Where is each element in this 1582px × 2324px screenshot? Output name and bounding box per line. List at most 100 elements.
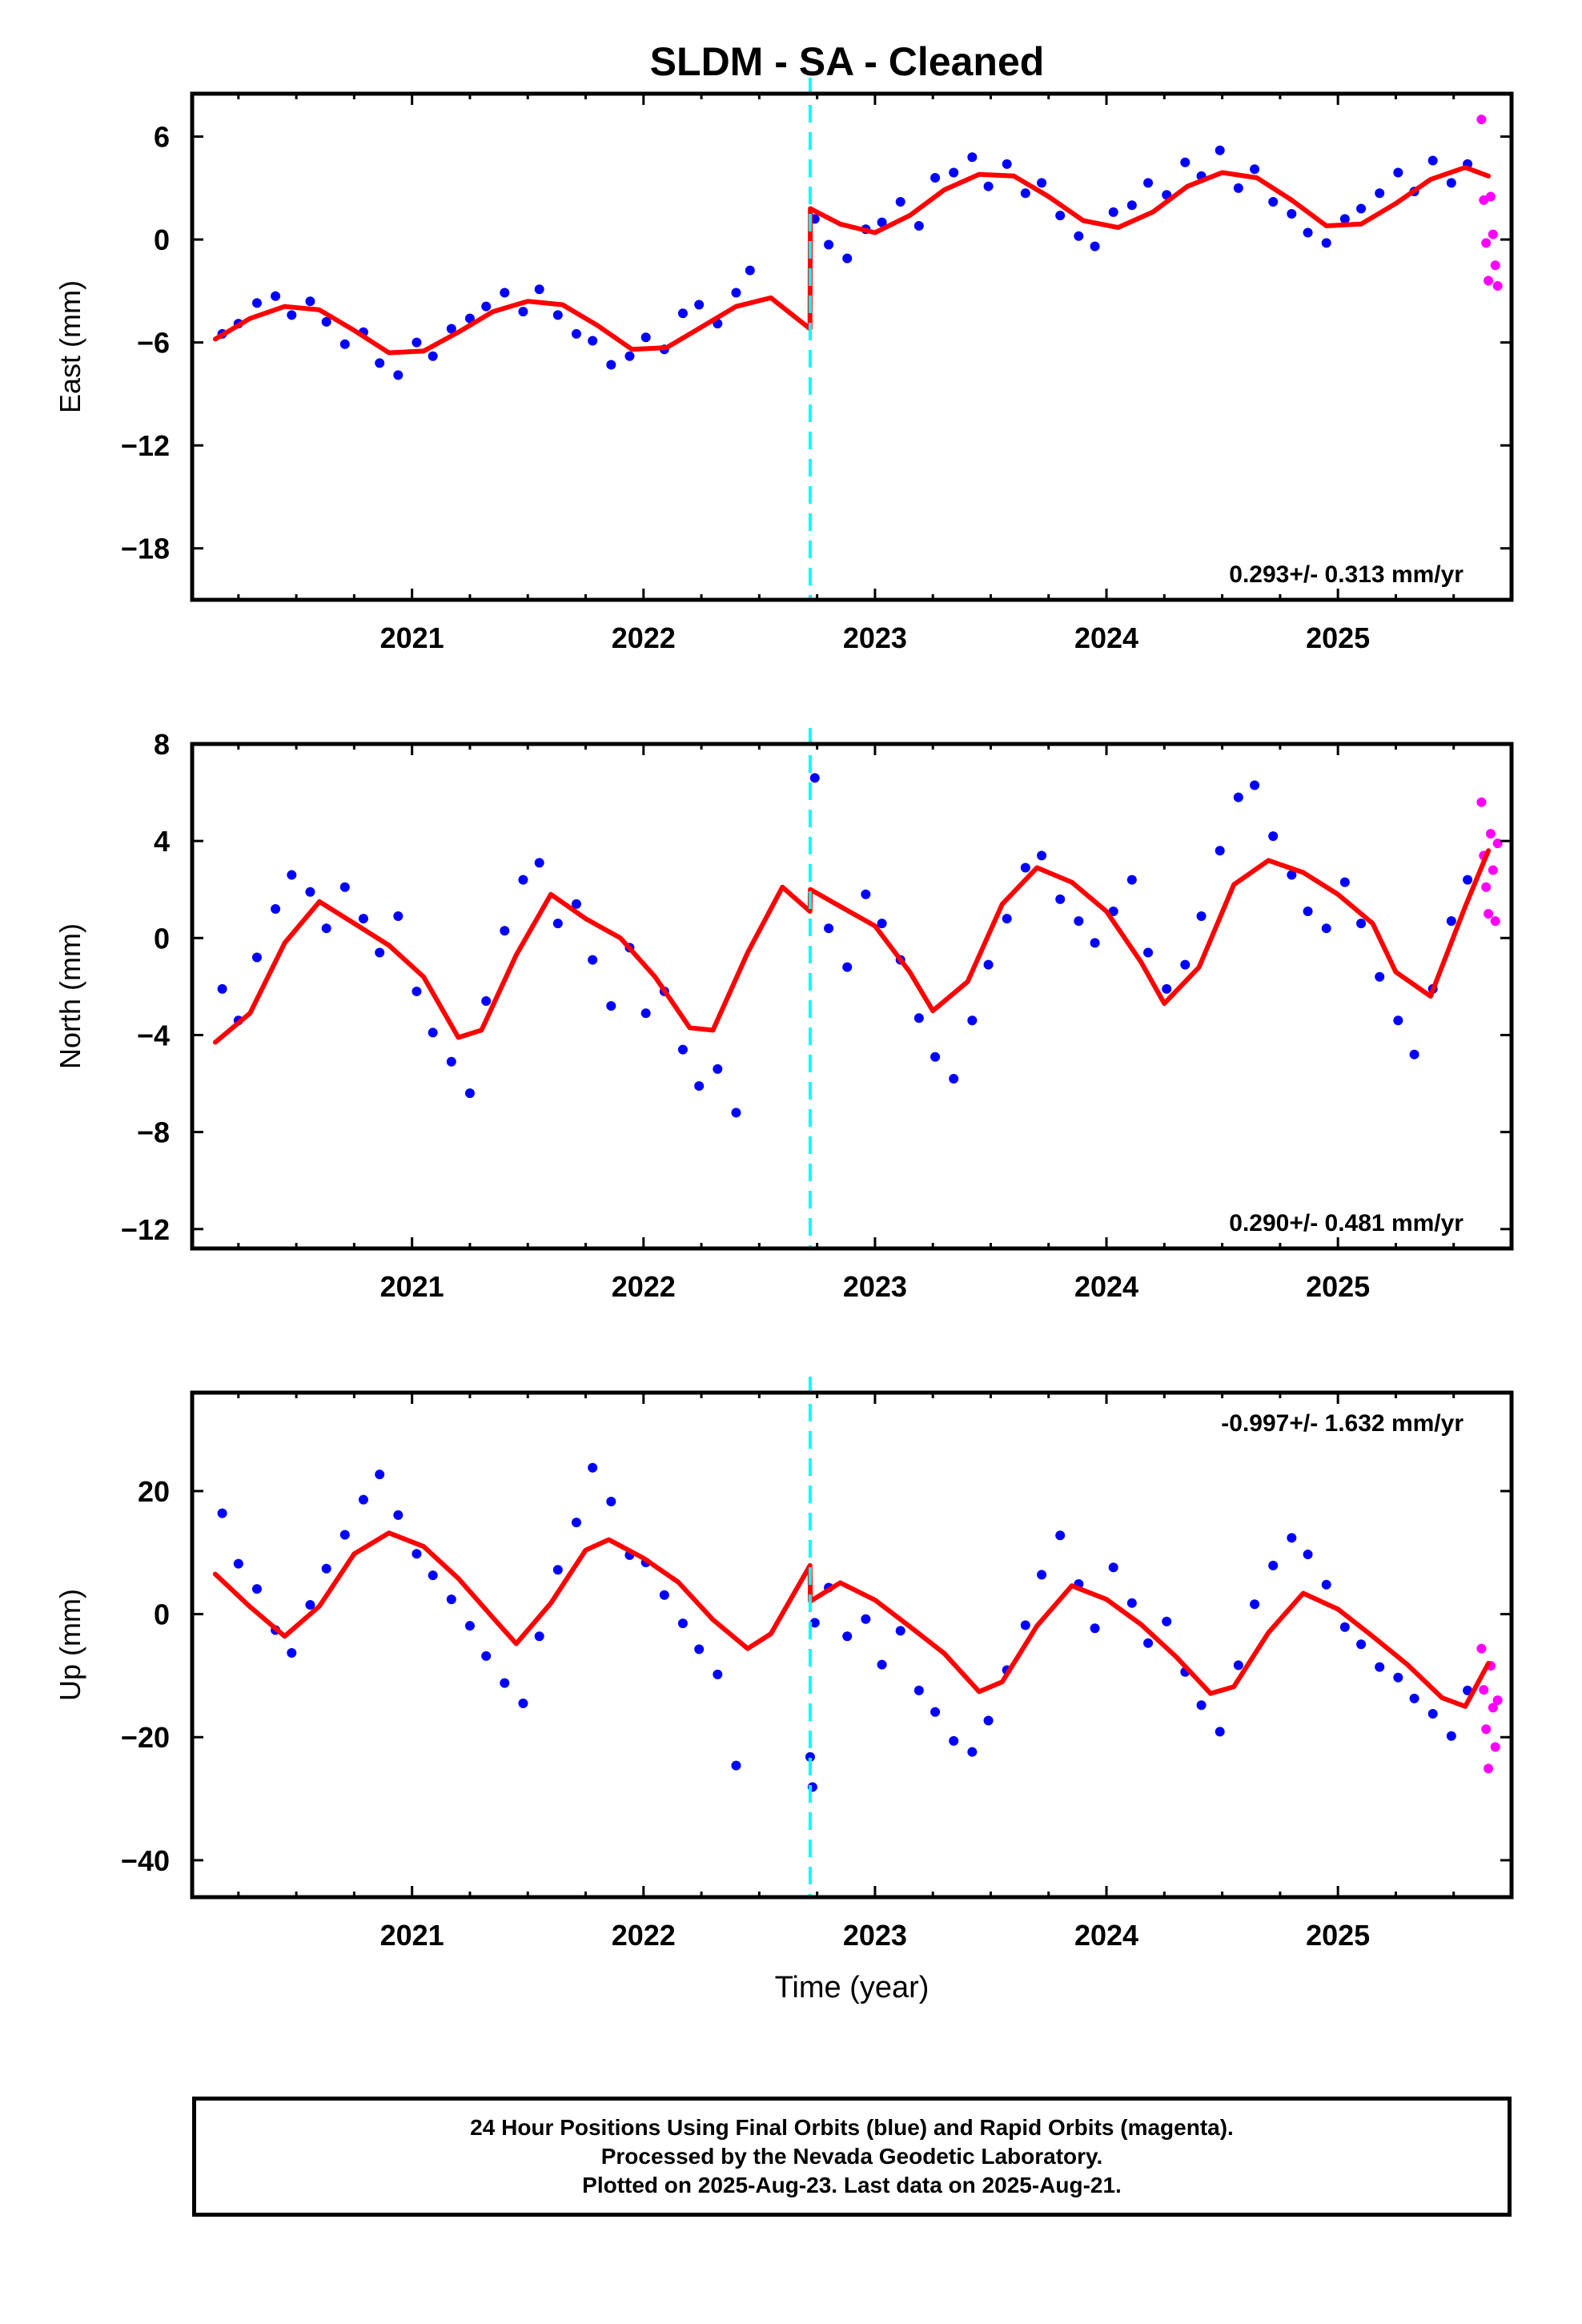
up-final-orbit-point	[393, 1510, 404, 1520]
up-final-orbit-point	[552, 1565, 563, 1575]
north-final-orbit-point	[731, 1108, 741, 1118]
up-final-orbit-point	[1162, 1616, 1172, 1626]
north-final-orbit-point	[1250, 780, 1260, 790]
up-xtick-label: 2021	[380, 1919, 444, 1952]
up-final-orbit-point	[713, 1669, 723, 1679]
north-final-orbit-point	[251, 952, 262, 963]
north-rapid-orbit-point	[1481, 882, 1492, 892]
east-final-orbit-point	[1393, 167, 1403, 178]
north-final-orbit-point	[1356, 919, 1367, 929]
up-final-orbit-point	[694, 1644, 705, 1655]
east-final-orbit-point	[1074, 231, 1084, 241]
north-xtick-label: 2021	[380, 1270, 444, 1303]
north-final-orbit-point	[287, 870, 297, 880]
up-rapid-orbit-point	[1479, 1685, 1489, 1695]
footer-box: 24 Hour Positions Using Final Orbits (bl…	[192, 2097, 1512, 2217]
up-final-orbit-point	[809, 1618, 820, 1628]
north-final-orbit-point	[677, 1044, 688, 1055]
east-final-orbit-point	[606, 360, 616, 370]
up-final-orbit-point	[1393, 1672, 1403, 1683]
north-frame	[190, 742, 1514, 1251]
east-rapid-orbit-point	[1488, 229, 1498, 239]
north-final-orbit-point	[1268, 831, 1279, 842]
east-final-orbit-point	[571, 328, 581, 339]
up-final-orbit-point	[1356, 1639, 1367, 1650]
east-final-orbit-point	[1446, 178, 1456, 188]
north-final-orbit-point	[1339, 877, 1350, 887]
north-final-orbit-point	[375, 947, 385, 958]
east-final-orbit-point	[1303, 227, 1313, 238]
east-rapid-orbit-point	[1485, 191, 1496, 202]
up-final-orbit-point	[949, 1735, 959, 1746]
east-panel: 2021 2022 2023 2024 2025 −18 −12 −6 0 6 East (mm) 0…	[54, 78, 1514, 654]
up-final-orbit-point	[659, 1590, 669, 1600]
east-final-orbit-point	[640, 332, 651, 343]
east-final-orbit-point	[895, 196, 905, 207]
north-final-orbit-point	[1162, 983, 1172, 994]
up-final-orbit-point	[1233, 1660, 1243, 1671]
east-final-orbit-point	[1233, 183, 1243, 193]
north-model-curve	[212, 848, 1492, 1045]
east-rapid-orbit-point	[1490, 260, 1500, 271]
north-final-orbit-point	[571, 899, 581, 909]
north-final-orbit-point	[1287, 870, 1297, 880]
north-final-orbit-point	[1055, 894, 1066, 904]
north-rapid-orbit-point	[1476, 797, 1487, 807]
east-ytick-label: −18	[121, 533, 170, 565]
north-final-orbit-point	[305, 887, 315, 897]
up-final-orbit-point	[287, 1647, 297, 1658]
east-final-orbit-point	[1055, 211, 1066, 221]
east-final-orbit-point	[949, 167, 959, 178]
east-xtick-label: 2021	[380, 621, 444, 654]
east-final-orbit-point	[983, 181, 994, 191]
east-final-orbit-point	[588, 336, 598, 346]
north-final-orbit-point	[1074, 916, 1084, 927]
east-xtick-label: 2025	[1306, 621, 1370, 654]
east-final-orbit-point	[552, 310, 563, 320]
north-final-orbit-point	[861, 889, 871, 899]
east-final-orbit-point	[824, 239, 834, 250]
up-final-orbit-point	[1339, 1622, 1350, 1632]
up-rapid-orbit-point	[1490, 1742, 1500, 1752]
up-final-orbit-point	[1020, 1620, 1030, 1630]
up-final-orbit-point	[677, 1618, 688, 1629]
east-final-orbit-point	[930, 172, 941, 183]
north-final-orbit-point	[481, 996, 492, 1007]
up-final-orbit-point	[606, 1496, 616, 1506]
up-final-orbit-point	[358, 1494, 368, 1505]
north-rapid-orbit-point	[1485, 829, 1496, 839]
up-final-orbit-point	[967, 1747, 978, 1757]
east-ytick-label: 0	[154, 223, 170, 256]
east-final-orbit-point	[481, 301, 492, 312]
north-final-orbit-point	[217, 983, 227, 994]
up-xtick-label: 2025	[1306, 1919, 1370, 1952]
up-ytick-label: −40	[121, 1844, 170, 1877]
east-final-orbit-point	[1427, 155, 1438, 166]
up-final-orbit-point	[1303, 1550, 1313, 1560]
east-final-orbit-point	[1002, 159, 1012, 169]
east-rapid-orbit-point	[1476, 115, 1487, 125]
east-final-orbit-point	[464, 313, 475, 324]
up-panel: 2021 2022 2023 2024 2025 −40 −20 0 20 Up (mm) -0.9…	[54, 1377, 1514, 2004]
up-final-orbit-point	[217, 1508, 227, 1518]
north-ytick-label: −8	[137, 1116, 170, 1149]
up-final-orbit-point	[842, 1631, 853, 1642]
up-rate-label: -0.997+/- 1.632 mm/yr	[1221, 1410, 1464, 1437]
up-rapid-orbit-point	[1484, 1763, 1494, 1774]
east-final-orbit-point	[694, 300, 705, 310]
east-ytick-label: −6	[137, 327, 170, 360]
east-final-orbit-point	[967, 152, 978, 163]
north-final-orbit-point	[1393, 1015, 1403, 1026]
north-ylabel: North (mm)	[54, 923, 86, 1069]
up-final-orbit-point	[428, 1570, 438, 1581]
east-final-orbit-point	[1215, 145, 1225, 155]
footer-line-plotted-on: Plotted on 2025-Aug-23. Last data on 202…	[582, 2173, 1122, 2197]
north-xtick-label: 2023	[843, 1270, 907, 1303]
up-final-orbit-point	[877, 1659, 887, 1670]
north-final-orbit-point	[913, 1013, 924, 1023]
figure-title: SLDM - SA - Cleaned	[650, 39, 1045, 84]
up-final-orbit-point	[983, 1715, 994, 1726]
up-final-orbit-point	[895, 1626, 905, 1636]
north-final-orbit-point	[1463, 875, 1473, 885]
